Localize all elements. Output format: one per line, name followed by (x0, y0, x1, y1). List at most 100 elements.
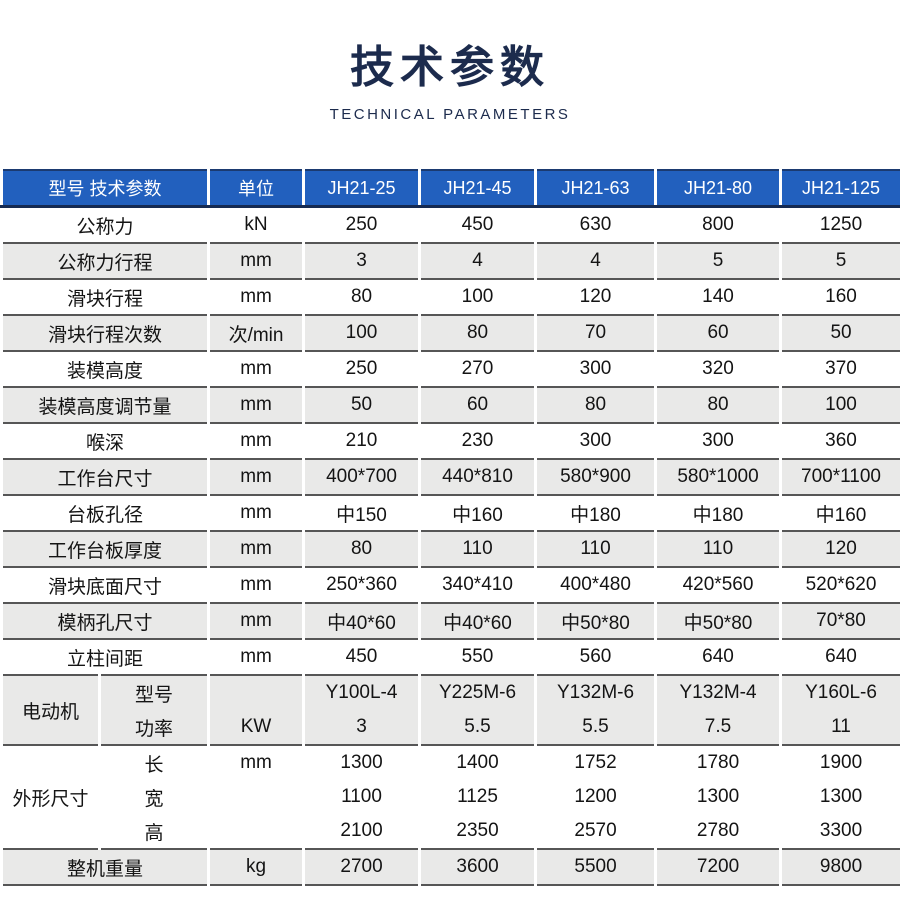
motor-row-model: 电动机 型号 Y100L-4 Y225M-6 Y132M-6 Y132M-4 Y… (0, 674, 900, 747)
dims-row-length: 外形尺寸 长 mm 1300 1400 1752 1780 1900 (0, 744, 900, 851)
cell-value: 5.5 (534, 710, 658, 747)
dims-row-height: 高 2100 2350 2570 2780 3300 (2, 814, 900, 851)
page-title: 技术参数 (350, 43, 550, 92)
row-unit (207, 814, 306, 851)
row-unit: mm (207, 744, 306, 782)
cell-value: 250 (302, 350, 422, 389)
table-row: 装模高度调节量 mm 50 60 80 80 100 (0, 386, 900, 425)
row-unit: mm (207, 350, 306, 389)
cell-value: 140 (654, 278, 783, 317)
cell-value: 120 (779, 530, 900, 569)
row-label: 公称力行程 (0, 242, 211, 281)
cell-value: 3300 (779, 814, 900, 851)
motor-sub-label: 功率 (97, 710, 211, 747)
row-unit: mm (207, 602, 306, 641)
row-label: 模柄孔尺寸 (0, 602, 211, 641)
row-unit: 次/min (207, 314, 306, 353)
table-row: 滑块底面尺寸 mm 250*360 340*410 400*480 420*56… (0, 566, 900, 605)
cell-value: 中180 (654, 494, 783, 533)
cell-value: 3 (302, 710, 422, 747)
cell-value: 400*700 (302, 458, 422, 497)
cell-value: 1300 (779, 780, 900, 816)
cell-value: 300 (654, 422, 783, 461)
cell-value: 640 (779, 638, 900, 677)
cell-value: 1752 (534, 744, 658, 782)
cell-value: 640 (654, 638, 783, 677)
row-unit: KW (207, 710, 306, 747)
header-model-params: 型号 技术参数 (0, 169, 211, 209)
cell-value: 4 (418, 242, 538, 281)
cell-value: 5 (654, 242, 783, 281)
weight-row: 整机重量 kg 2700 3600 5500 7200 9800 (0, 848, 900, 887)
table-row: 装模高度 mm 250 270 300 320 370 (0, 350, 900, 389)
cell-value: 110 (418, 530, 538, 569)
cell-value: 中40*60 (302, 602, 422, 641)
header-jh21-25: JH21-25 (302, 169, 422, 209)
cell-value: 中160 (418, 494, 538, 533)
cell-value: 中160 (779, 494, 900, 533)
cell-value: 2570 (534, 814, 658, 851)
row-unit: mm (207, 386, 306, 425)
cell-value: 450 (418, 205, 538, 245)
cell-value: 5 (779, 242, 900, 281)
cell-value: 11 (779, 710, 900, 747)
cell-value: 100 (418, 278, 538, 317)
header-jh21-125: JH21-125 (779, 169, 900, 209)
cell-value: 550 (418, 638, 538, 677)
cell-value: 2700 (302, 848, 422, 887)
row-unit: mm (207, 494, 306, 533)
cell-value: 50 (302, 386, 422, 425)
cell-value: 70 (534, 314, 658, 353)
header-unit: 单位 (207, 169, 306, 209)
cell-value: 1300 (302, 744, 422, 782)
dims-row-width: 宽 1100 1125 1200 1300 1300 (2, 780, 900, 816)
cell-value: 7200 (654, 848, 783, 887)
cell-value: 1200 (534, 780, 658, 816)
cell-value: 110 (534, 530, 658, 569)
row-unit: mm (207, 638, 306, 677)
cell-value: 5.5 (418, 710, 538, 747)
cell-value: 7.5 (654, 710, 783, 747)
cell-value: 1250 (779, 205, 900, 245)
cell-value: Y132M-6 (534, 674, 658, 712)
cell-value: 中50*80 (654, 602, 783, 641)
cell-value: 2100 (302, 814, 422, 851)
cell-value: 450 (302, 638, 422, 677)
cell-value: Y132M-4 (654, 674, 783, 712)
table-row: 滑块行程 mm 80 100 120 140 160 (0, 278, 900, 317)
table-row: 工作台尺寸 mm 400*700 440*810 580*900 580*100… (0, 458, 900, 497)
cell-value: 630 (534, 205, 658, 245)
cell-value: 80 (654, 386, 783, 425)
motor-group-label: 电动机 (0, 674, 101, 747)
row-unit (207, 780, 306, 816)
table-row: 公称力 kN 250 450 630 800 1250 (0, 205, 900, 245)
cell-value: 1100 (302, 780, 422, 816)
dims-sub-label: 长 (97, 744, 211, 782)
row-unit: mm (207, 566, 306, 605)
row-label: 立柱间距 (0, 638, 211, 677)
row-unit (207, 674, 306, 712)
row-label: 滑块行程 (0, 278, 211, 317)
cell-value: 70*80 (779, 602, 900, 641)
header-jh21-63: JH21-63 (534, 169, 658, 209)
page-subtitle: TECHNICAL PARAMETERS (329, 106, 571, 124)
cell-value: 中150 (302, 494, 422, 533)
cell-value: 420*560 (654, 566, 783, 605)
cell-value: 320 (654, 350, 783, 389)
cell-value: 560 (534, 638, 658, 677)
row-unit: kN (207, 205, 306, 245)
row-label: 装模高度调节量 (0, 386, 211, 425)
cell-value: 2350 (418, 814, 538, 851)
table-row: 滑块行程次数 次/min 100 80 70 60 50 (0, 314, 900, 353)
dims-sub-label: 宽 (97, 780, 211, 816)
row-label: 台板孔径 (0, 494, 211, 533)
cell-value: 中50*80 (534, 602, 658, 641)
dims-sub-label: 高 (97, 814, 211, 851)
row-unit: mm (207, 530, 306, 569)
row-label: 喉深 (0, 422, 211, 461)
cell-value: 520*620 (779, 566, 900, 605)
cell-value: 160 (779, 278, 900, 317)
row-unit: mm (207, 458, 306, 497)
cell-value: 110 (654, 530, 783, 569)
cell-value: 360 (779, 422, 900, 461)
